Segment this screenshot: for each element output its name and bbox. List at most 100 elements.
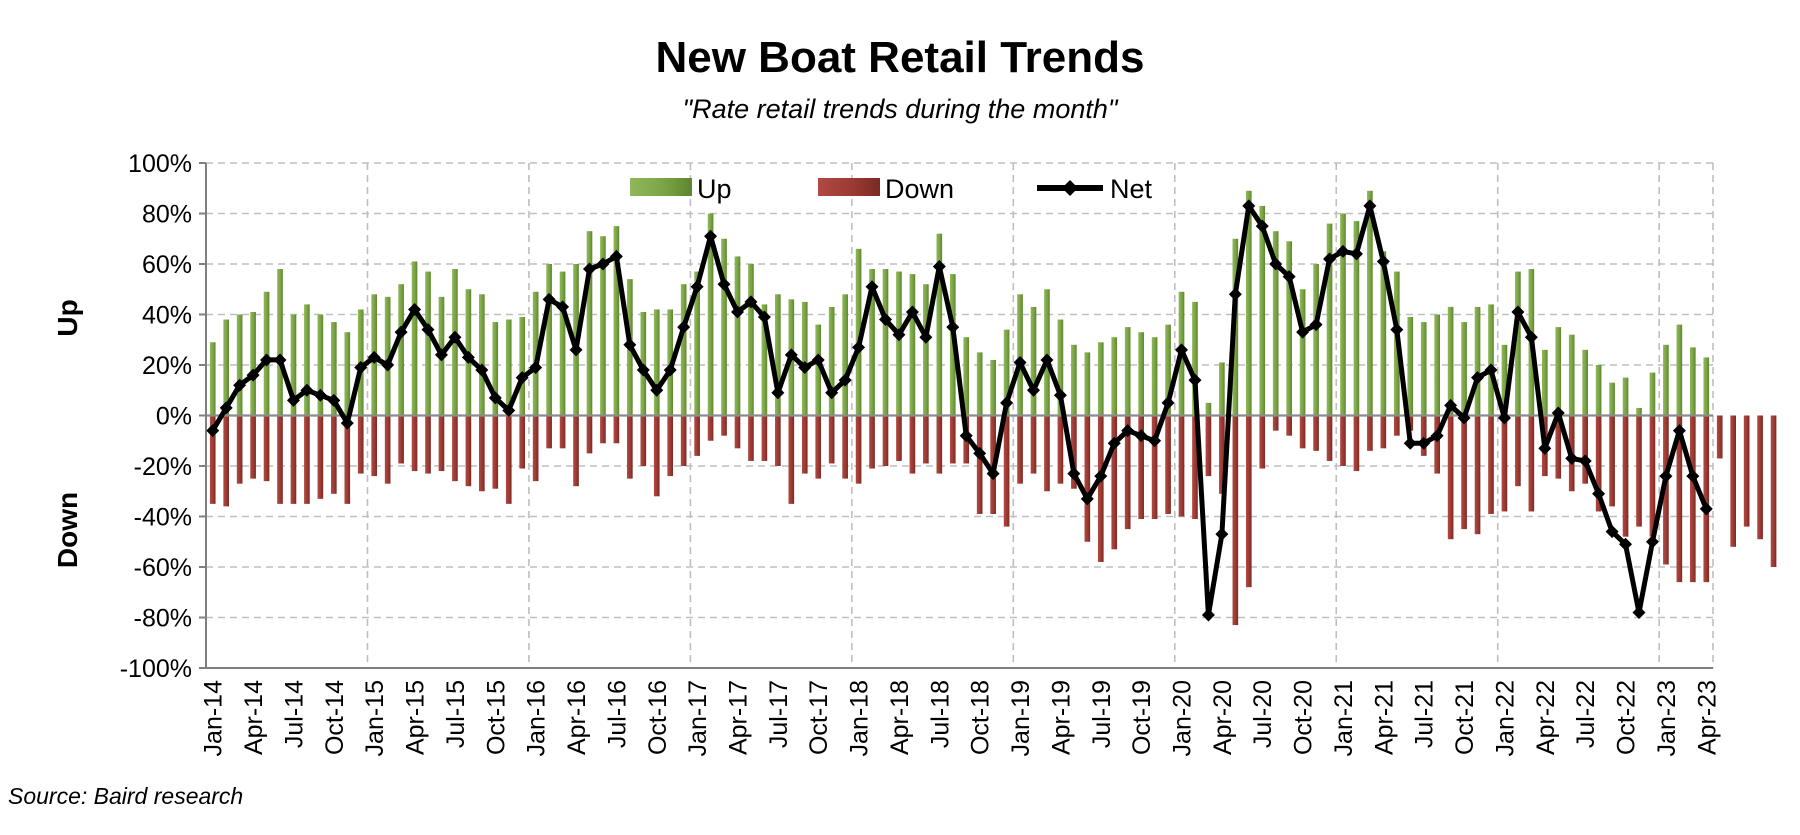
legend-swatch-up	[630, 178, 692, 196]
bar-down-Sep-21	[1447, 415, 1454, 540]
net-point-Jan-20	[1175, 343, 1189, 357]
bar-down-Feb-16	[546, 415, 552, 449]
bar-down-Sep-19	[1124, 415, 1131, 530]
bar-down-Mar-20	[1205, 415, 1212, 477]
net-point-Mar-23	[1686, 469, 1700, 483]
bar-up-Jul-20	[1259, 205, 1266, 416]
x-tick-label: Jul-18	[926, 680, 954, 748]
net-point-Jun-19	[1080, 492, 1094, 506]
x-tick-label: Jan-16	[523, 680, 551, 756]
bar-down-Dec-20	[1326, 415, 1333, 461]
bar-up-Apr-23	[1703, 357, 1710, 416]
bar-down-Aug-14	[304, 415, 310, 504]
bar-up-Dec-17	[842, 294, 848, 416]
bar-down-Nov-17	[828, 415, 835, 464]
bar-up-Sep-18	[963, 337, 970, 416]
net-point-Jul-20	[1255, 219, 1269, 233]
net-point-Jan-23	[1659, 469, 1673, 483]
net-point-May-18	[905, 305, 919, 319]
net-point-Feb-18	[865, 280, 879, 294]
net-point-Nov-22	[1632, 605, 1646, 619]
x-tick-label: Jul-17	[765, 680, 793, 748]
bar-down-Apr-14	[250, 415, 256, 479]
bar-up-Aug-19	[1111, 337, 1118, 416]
net-point-May-19	[1067, 467, 1081, 481]
bar-up-Aug-22	[1595, 365, 1602, 416]
bar-down-Aug-20	[1272, 415, 1279, 431]
net-point-May-20	[1228, 287, 1242, 301]
bar-down-Sep-14	[317, 415, 324, 499]
bar-up-Feb-22	[1515, 271, 1521, 416]
bar-up-Mar-14	[236, 314, 243, 416]
bar-down-Dec-16	[680, 415, 687, 466]
bar-up-Nov-20	[1313, 264, 1319, 416]
bar-up-Mar-18	[882, 269, 889, 416]
bar-down-Mar-18	[882, 415, 889, 466]
net-point-Aug-19	[1107, 436, 1121, 450]
bar-up-May-18	[909, 274, 916, 416]
net-point-Mar-16	[556, 300, 570, 314]
bar-up-Jun-21	[1407, 317, 1414, 416]
x-tick-label: Apr-22	[1532, 680, 1560, 755]
bar-down-Feb-20	[1192, 415, 1198, 520]
bar-down-Mar-15	[398, 415, 404, 464]
x-tick-label: Oct-19	[1128, 680, 1156, 755]
net-point-May-22	[1551, 406, 1565, 420]
net-point-Dec-22	[1645, 535, 1659, 549]
net-point-Jul-22	[1578, 454, 1592, 468]
bar-down-May-18	[909, 415, 916, 474]
bar-up-Mar-19	[1044, 289, 1050, 416]
bar-down-Jun-18	[923, 415, 929, 464]
bar-up-Sep-17	[801, 301, 808, 416]
bar-up-Jan-18	[855, 248, 862, 416]
bar-down-Jun-14	[277, 415, 283, 504]
legend-swatch-down	[818, 178, 880, 196]
bar-down-Feb-18	[869, 415, 875, 469]
net-point-Nov-15	[502, 403, 516, 417]
net-point-Sep-19	[1121, 424, 1135, 438]
x-tick-label: Jul-22	[1572, 680, 1600, 748]
x-tick-label: Apr-16	[563, 680, 591, 755]
bar-down-undefined	[1716, 415, 1723, 459]
y-tick-label: -20%	[134, 453, 192, 481]
bar-down-May-17	[748, 415, 754, 461]
bar-down-Nov-16	[667, 415, 674, 477]
bar-up-Oct-19	[1138, 332, 1144, 416]
bar-up-Jul-21	[1420, 322, 1427, 416]
bar-up-Feb-21	[1353, 221, 1360, 416]
bar-up-Dec-16	[680, 284, 687, 416]
bar-down-May-14	[263, 415, 270, 482]
x-tick-label: Apr-15	[402, 680, 430, 755]
bar-up-Jul-17	[775, 294, 781, 416]
y-tick-label: 20%	[142, 352, 192, 380]
net-point-Aug-21	[1430, 429, 1444, 443]
bar-up-Nov-19	[1151, 337, 1158, 416]
bar-down-Apr-16	[573, 415, 579, 487]
net-point-Aug-16	[623, 338, 637, 352]
bar-down-Feb-15	[384, 415, 391, 484]
bar-down-Mar-14	[236, 415, 243, 484]
bar-up-Jan-22	[1501, 344, 1508, 416]
bar-up-Feb-15	[384, 296, 391, 416]
net-point-Nov-21	[1471, 371, 1485, 385]
x-tick-label: Jul-19	[1088, 680, 1116, 748]
bar-up-Mar-17	[721, 238, 727, 416]
net-point-Feb-21	[1349, 247, 1363, 261]
net-point-Jan-18	[852, 340, 866, 354]
net-point-Jan-16	[529, 361, 543, 375]
bar-up-Nov-21	[1474, 306, 1481, 416]
net-point-May-17	[744, 295, 758, 309]
net-point-Aug-20	[1269, 257, 1283, 271]
bar-down-Jul-17	[775, 415, 781, 466]
x-tick-label: Apr-17	[725, 680, 753, 755]
x-tick-label: Oct-14	[321, 680, 349, 755]
bar-down-May-16	[586, 415, 593, 454]
bar-down-Jun-20	[1245, 415, 1252, 588]
bar-up-Oct-21	[1461, 322, 1467, 416]
net-point-Mar-21	[1363, 199, 1377, 213]
bar-up-Aug-20	[1272, 231, 1279, 416]
bar-down-Jul-18	[936, 415, 943, 474]
bar-up-Apr-18	[896, 271, 902, 416]
bar-up-Jun-20	[1245, 190, 1252, 416]
net-point-Mar-14	[233, 378, 247, 392]
